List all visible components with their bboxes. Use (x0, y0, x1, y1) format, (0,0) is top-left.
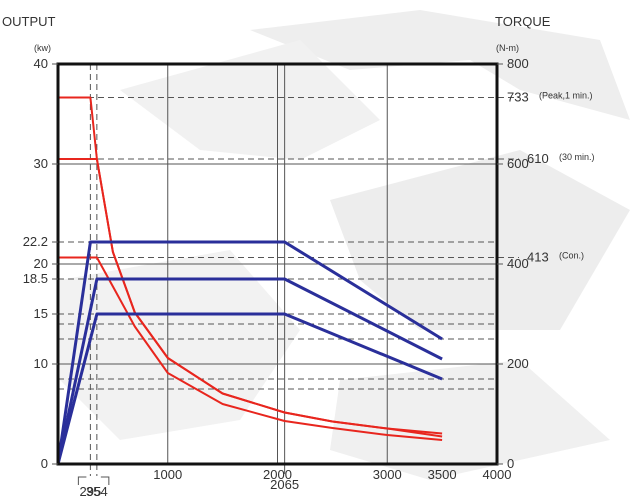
marker-bracket (100, 476, 110, 485)
x-tick-label: 3500 (428, 467, 457, 482)
torque-annotation-note: (30 min.) (559, 152, 595, 162)
series-layer (56, 96, 443, 465)
output-series-line-1 (56, 240, 443, 465)
left-axis-unit: (kw) (34, 43, 51, 53)
right-tick-label: 0 (507, 456, 514, 471)
left-tick-label: 0 (41, 456, 48, 471)
left-tick-label: 22.2 (23, 234, 48, 249)
right-tick-label: 400 (507, 256, 529, 271)
output-series-line-3 (56, 312, 443, 465)
left-tick-label: 18.5 (23, 271, 48, 286)
x-marker-label: 2065 (270, 477, 299, 492)
left-axis-title: OUTPUT (2, 14, 56, 29)
map-background (60, 10, 630, 480)
x-tick-label: 4000 (483, 467, 512, 482)
torque-series-line-2 (58, 158, 443, 438)
torque-annotation-note: (Con.) (559, 251, 584, 261)
x-tick-label: 3000 (373, 467, 402, 482)
annotation-layer: 733 (Peak,1 min.) 610 (30 min.) 413 (Con.) (507, 90, 595, 265)
right-tick-label: 800 (507, 56, 529, 71)
right-axis-title: TORQUE (495, 14, 551, 29)
torque-annotation-value: 610 (527, 151, 549, 166)
torque-series-line-3 (58, 256, 443, 441)
torque-annotation-note: (Peak,1 min.) (539, 91, 593, 101)
right-axis-unit: (N-m) (496, 43, 519, 53)
x-marker-label: 354 (86, 484, 108, 498)
left-tick-label: 10 (34, 356, 48, 371)
marker-bracket (77, 476, 87, 485)
x-tick-label: 2000 (263, 467, 292, 482)
left-tick-label: 15 (34, 306, 48, 321)
torque-annotation-value: 733 (507, 90, 529, 105)
right-tick-label: 600 (507, 156, 529, 171)
x-tick-label: 1000 (153, 467, 182, 482)
left-tick-label: 20 (34, 256, 48, 271)
torque-annotation-value: 413 (527, 250, 549, 265)
output-series-line-2 (56, 277, 443, 465)
left-tick-label: 30 (34, 156, 48, 171)
right-tick-label: 200 (507, 356, 529, 371)
left-tick-label: 40 (34, 56, 48, 71)
x-marker-label: 295 (80, 484, 102, 498)
